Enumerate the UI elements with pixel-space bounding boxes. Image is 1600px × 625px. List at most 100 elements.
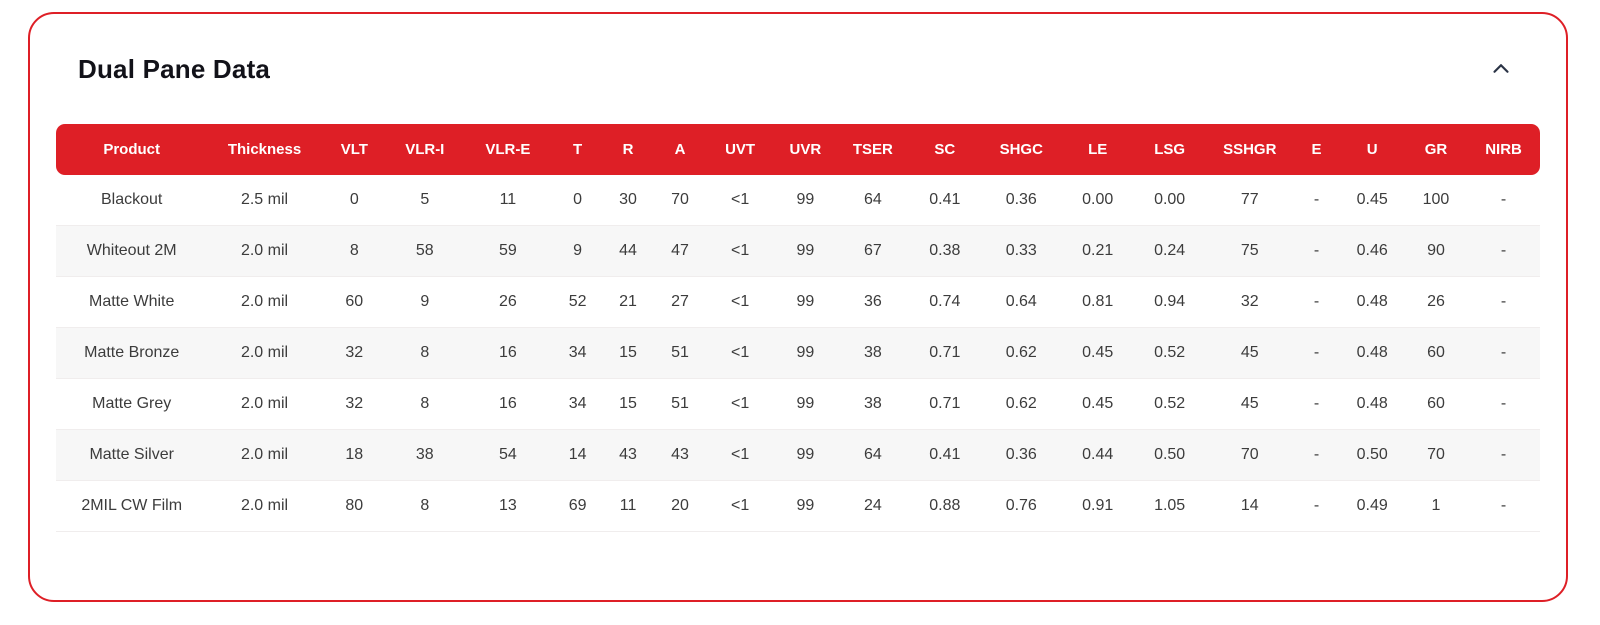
data-cell: 0.50 [1133, 430, 1206, 481]
data-cell: 16 [462, 379, 554, 430]
data-cell: 51 [654, 328, 706, 379]
table-body: Blackout 2.5 mil 0 5 11 0 30 70 <1 99 64 0.41 0.36 0.… [56, 175, 1540, 532]
table-header: Product Thickness VLT VLR-I VLR-E T R A UVT UVR TS… [56, 124, 1540, 175]
data-cell: 8 [386, 379, 463, 430]
column-header-r: R [602, 124, 655, 175]
data-cell: - [1293, 175, 1340, 226]
column-header-e: E [1293, 124, 1340, 175]
data-cell: 26 [462, 277, 554, 328]
data-cell: 36 [836, 277, 910, 328]
column-header-vlr-e: VLR-E [462, 124, 554, 175]
data-cell: - [1467, 226, 1540, 277]
data-cell: 45 [1205, 328, 1294, 379]
table-row: Matte Bronze 2.0 mil 32 8 16 34 15 51 <1 99 38 0.71… [56, 328, 1540, 379]
data-cell: 0.91 [1062, 481, 1134, 532]
data-cell: 0.76 [980, 481, 1063, 532]
data-cell: 34 [553, 379, 603, 430]
data-cell: 90 [1404, 226, 1468, 277]
data-cell: 0.71 [909, 379, 981, 430]
data-cell: 67 [836, 226, 910, 277]
data-cell: - [1467, 277, 1540, 328]
data-cell: 15 [602, 328, 655, 379]
data-cell: 0.48 [1339, 277, 1405, 328]
data-cell: 77 [1205, 175, 1294, 226]
data-cell: 11 [462, 175, 554, 226]
data-cell: <1 [705, 175, 775, 226]
data-cell: 18 [321, 430, 387, 481]
data-cell: 0.94 [1133, 277, 1206, 328]
data-cell: 0.49 [1339, 481, 1405, 532]
data-cell: 70 [1404, 430, 1468, 481]
data-cell: 26 [1404, 277, 1468, 328]
data-cell: 27 [654, 277, 706, 328]
data-cell: - [1467, 328, 1540, 379]
data-cell: - [1293, 226, 1340, 277]
collapse-button[interactable] [1484, 52, 1518, 86]
data-cell: 32 [321, 379, 387, 430]
column-header-sc: SC [909, 124, 981, 175]
column-header-a: A [654, 124, 706, 175]
data-cell: - [1467, 175, 1540, 226]
table-header-row: Product Thickness VLT VLR-I VLR-E T R A UVT UVR TS… [56, 124, 1540, 175]
data-cell: 0.00 [1062, 175, 1134, 226]
data-cell: 0.45 [1062, 379, 1134, 430]
column-header-thickness: Thickness [207, 124, 322, 175]
data-cell: - [1293, 277, 1340, 328]
table-row: Matte Silver 2.0 mil 18 38 54 14 43 43 <1 99 64 0.4… [56, 430, 1540, 481]
data-cell: 5 [386, 175, 463, 226]
data-cell: 59 [462, 226, 554, 277]
data-cell: 99 [774, 328, 837, 379]
data-cell: 0.36 [980, 175, 1063, 226]
data-cell: 38 [386, 430, 463, 481]
data-cell: - [1293, 430, 1340, 481]
data-cell: 1.05 [1133, 481, 1206, 532]
data-cell: 0 [553, 175, 603, 226]
data-cell: 0.48 [1339, 328, 1405, 379]
data-cell: 14 [553, 430, 603, 481]
column-header-uvr: UVR [774, 124, 837, 175]
product-cell: Matte Grey [56, 379, 208, 430]
data-cell: 43 [654, 430, 706, 481]
data-cell: 2.0 mil [207, 379, 322, 430]
data-cell: 2.0 mil [207, 430, 322, 481]
data-cell: 2.0 mil [207, 226, 322, 277]
data-cell: 80 [321, 481, 387, 532]
data-cell: 69 [553, 481, 603, 532]
table-row: Blackout 2.5 mil 0 5 11 0 30 70 <1 99 64 0.41 0.36 0.… [56, 175, 1540, 226]
table-row: 2MIL CW Film 2.0 mil 80 8 13 69 11 20 <1 99 24 0.88… [56, 481, 1540, 532]
column-header-vlt: VLT [321, 124, 387, 175]
data-cell: 30 [602, 175, 655, 226]
data-cell: 2.0 mil [207, 328, 322, 379]
dual-pane-data-card: Dual Pane Data Product Thickness VLT VLR-I V… [28, 12, 1568, 602]
data-cell: 0.48 [1339, 379, 1405, 430]
data-cell: 0 [321, 175, 387, 226]
data-cell: 38 [836, 328, 910, 379]
data-cell: <1 [705, 226, 775, 277]
data-cell: 11 [602, 481, 655, 532]
data-cell: 0.41 [909, 430, 981, 481]
table-row: Matte Grey 2.0 mil 32 8 16 34 15 51 <1 99 38 0.71 0.… [56, 379, 1540, 430]
data-cell: 34 [553, 328, 603, 379]
data-cell: 0.52 [1133, 328, 1206, 379]
data-cell: 38 [836, 379, 910, 430]
data-cell: 99 [774, 226, 837, 277]
data-cell: 0.21 [1062, 226, 1134, 277]
data-cell: 64 [836, 175, 910, 226]
data-cell: 99 [774, 277, 837, 328]
data-cell: 32 [1205, 277, 1294, 328]
data-cell: 99 [774, 379, 837, 430]
data-cell: 0.62 [980, 328, 1063, 379]
data-cell: 8 [321, 226, 387, 277]
data-cell: 13 [462, 481, 554, 532]
product-cell: Whiteout 2M [56, 226, 208, 277]
data-cell: <1 [705, 430, 775, 481]
data-cell: - [1467, 481, 1540, 532]
data-cell: 0.74 [909, 277, 981, 328]
data-cell: 1 [1404, 481, 1468, 532]
data-cell: 0.64 [980, 277, 1063, 328]
data-cell: 0.45 [1339, 175, 1405, 226]
product-cell: Matte Silver [56, 430, 208, 481]
data-cell: <1 [705, 481, 775, 532]
data-cell: 52 [553, 277, 603, 328]
data-cell: 60 [1404, 328, 1468, 379]
